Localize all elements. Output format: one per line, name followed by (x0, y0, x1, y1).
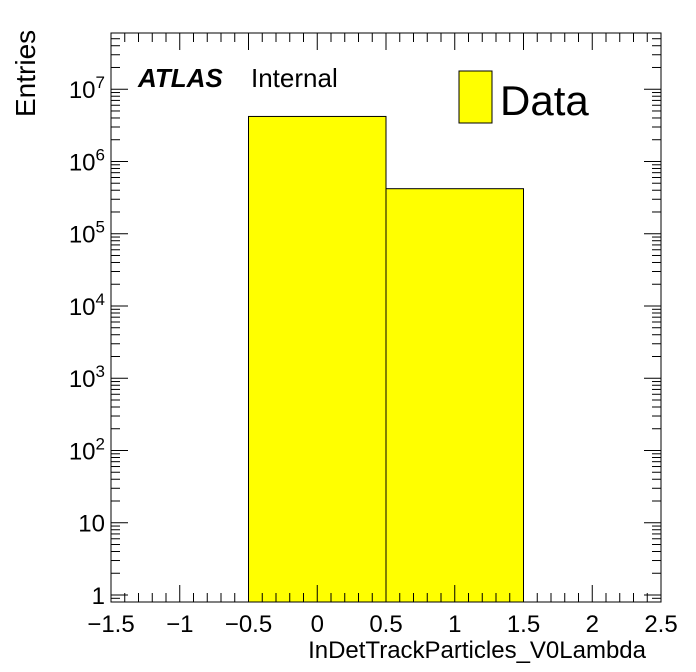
x-tick-label: 2.5 (644, 611, 677, 638)
x-tick-label: 1 (448, 611, 461, 638)
y-tick-label: 1 (92, 583, 105, 610)
histogram-bar (385, 188, 524, 603)
y-tick-label: 107 (69, 73, 105, 104)
x-axis-ticks (110, 33, 662, 602)
legend-swatch (458, 70, 493, 124)
y-axis-tick-labels: 1 10 102 103 104 105 106 107 (69, 73, 105, 610)
internal-label: Internal (251, 63, 338, 93)
y-tick-label: 105 (69, 218, 105, 249)
y-tick-label: 102 (69, 434, 105, 465)
y-axis-ticks (111, 32, 661, 603)
x-tick-label: 1.5 (507, 611, 540, 638)
x-tick-label: −1 (166, 611, 193, 638)
y-axis-label: Entries (10, 30, 41, 117)
legend: Data (458, 70, 589, 124)
x-axis-label: InDetTrackParticles_V0Lambda (308, 637, 647, 664)
histogram-bar (248, 115, 387, 603)
x-tick-label: −1.5 (87, 611, 134, 638)
x-axis-tick-labels: −1.5 −1 −0.5 0 0.5 1 1.5 2 2.5 (87, 611, 677, 638)
y-tick-label: 10 (78, 511, 105, 538)
atlas-label: ATLAS (137, 63, 223, 93)
y-tick-label: 106 (69, 145, 105, 176)
x-tick-label: 2 (586, 611, 599, 638)
y-tick-label: 104 (69, 290, 105, 321)
x-tick-label: 0 (311, 611, 324, 638)
x-tick-label: −0.5 (225, 611, 272, 638)
histogram-bars (248, 115, 524, 603)
x-tick-label: 0.5 (369, 611, 402, 638)
y-tick-label: 103 (69, 362, 105, 393)
legend-label: Data (500, 77, 589, 124)
